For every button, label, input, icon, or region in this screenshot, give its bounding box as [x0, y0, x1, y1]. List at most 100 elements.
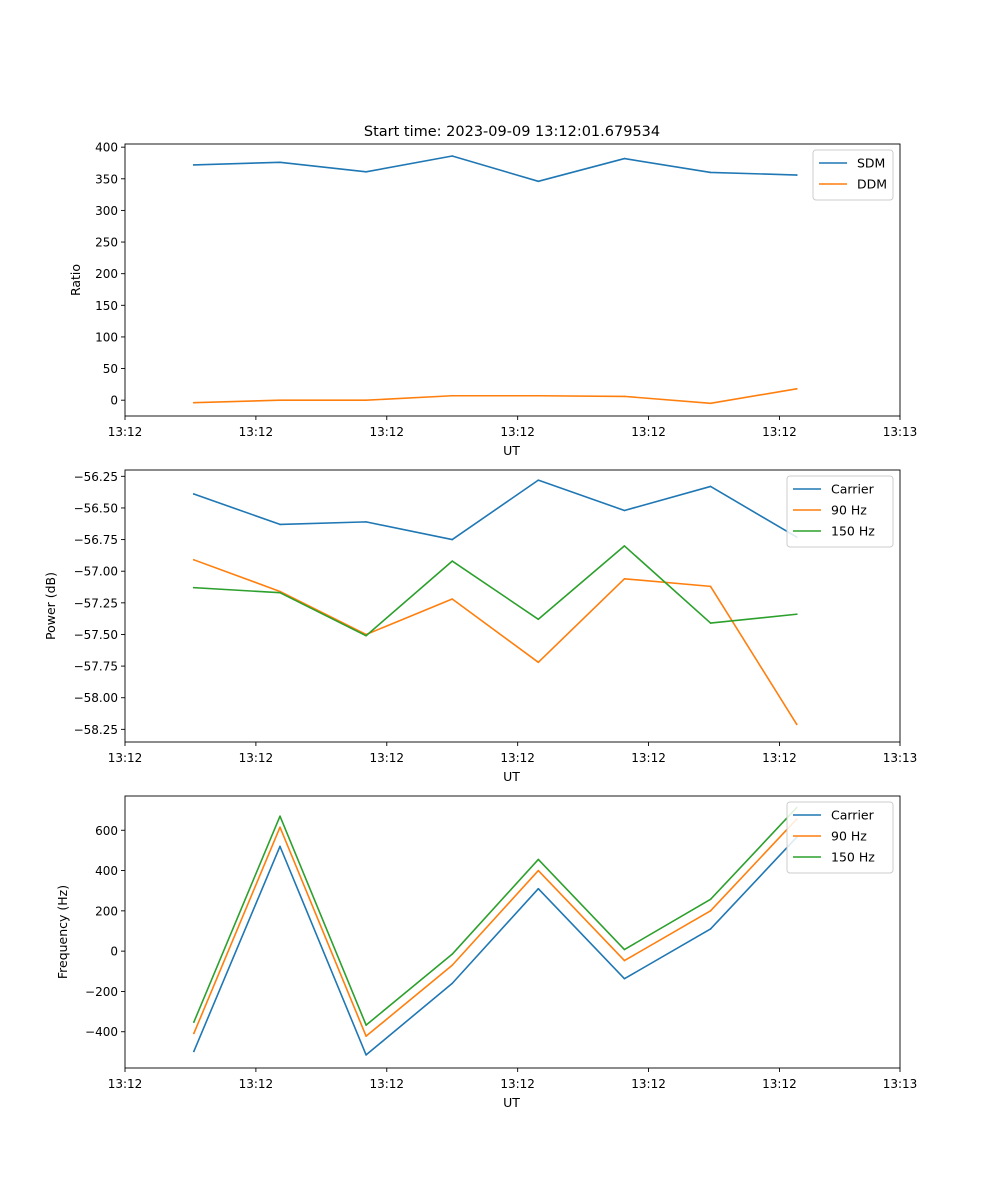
legend-label: 150 Hz	[831, 524, 875, 539]
x-tick-label: 13:13	[883, 1077, 918, 1091]
legend-label: Carrier	[831, 808, 875, 823]
x-tick-label: 13:12	[631, 1077, 666, 1091]
legend-box	[786, 801, 894, 874]
data-point	[623, 157, 626, 160]
series-group	[192, 806, 798, 1056]
y-tick-label: 50	[103, 362, 118, 376]
data-point	[193, 164, 195, 166]
x-tick-label: 13:13	[883, 751, 918, 765]
figure-title: Start time: 2023-09-09 13:12:01.679534	[364, 124, 660, 140]
data-point	[537, 618, 540, 621]
data-point	[279, 399, 281, 401]
y-tick-label: −58.25	[74, 723, 118, 737]
data-point	[709, 585, 712, 588]
y-tick-label: 300	[95, 204, 118, 218]
axes-frame	[124, 795, 901, 1069]
data-point	[623, 578, 626, 580]
x-tick-label: 13:12	[239, 425, 274, 439]
y-tick-label: 0	[110, 394, 118, 408]
data-point	[451, 982, 454, 985]
data-point	[537, 661, 540, 664]
data-point	[451, 560, 454, 562]
x-tick-label: 13:12	[631, 425, 666, 439]
y-tick-label: 150	[95, 299, 118, 313]
legend-label: 90 Hz	[831, 829, 867, 844]
data-point	[623, 395, 626, 398]
data-point	[279, 590, 281, 593]
y-tick-label: −57.50	[74, 628, 118, 642]
data-point	[365, 399, 367, 401]
data-point	[537, 479, 540, 481]
legend-label: Carrier	[831, 482, 875, 497]
chart-3: 13:12 13:12 13:12 13:12 13:12 13:12 13:13 −400 −…	[55, 795, 918, 1110]
y-tick-label: −56.50	[74, 501, 118, 515]
series-line-90-hz	[192, 818, 798, 1037]
data-point	[537, 858, 540, 861]
y-tick-label: −56.75	[74, 533, 118, 547]
series-line-ddm	[193, 387, 798, 405]
x-tick-label: 13:12	[631, 751, 666, 765]
data-point	[279, 591, 281, 594]
chart-1: 13:12 13:12 13:12 13:12 13:12 13:12 13:13 0 50 10…	[68, 141, 917, 458]
data-point	[279, 845, 281, 848]
series-group	[192, 479, 798, 726]
series-line-carrier	[192, 479, 798, 541]
y-tick-label: −400	[85, 1025, 118, 1039]
data-point	[623, 977, 626, 980]
data-point	[709, 910, 712, 912]
x-tick-label: 13:12	[369, 751, 404, 765]
data-point	[623, 545, 626, 547]
y-axis-label: Power (dB)	[43, 572, 58, 640]
data-point	[795, 388, 798, 390]
data-point	[709, 928, 712, 930]
legend: Carrier 90 Hz 150 Hz	[786, 801, 894, 874]
series-line-sdm	[193, 155, 798, 183]
data-point	[537, 869, 540, 872]
y-tick-label: 400	[95, 141, 118, 155]
x-tick-label: 13:12	[762, 751, 797, 765]
legend-box	[786, 475, 894, 548]
data-point	[193, 559, 195, 561]
data-point	[193, 586, 195, 589]
data-point	[365, 521, 367, 523]
y-tick-label: 250	[95, 236, 118, 250]
data-point	[537, 394, 540, 397]
x-axis-label: UT	[503, 769, 520, 784]
legend: Carrier 90 Hz 150 Hz	[786, 475, 894, 548]
data-point	[193, 1050, 195, 1053]
x-axis-label: UT	[503, 1095, 520, 1110]
data-point	[537, 887, 540, 890]
x-axis-label: UT	[503, 443, 520, 458]
data-point	[365, 1035, 367, 1037]
x-tick-label: 13:12	[369, 425, 404, 439]
data-point	[623, 959, 626, 962]
y-tick-label: 0	[110, 945, 118, 959]
y-tick-label: −56.25	[74, 470, 118, 484]
y-tick-label: −200	[85, 985, 118, 999]
data-point	[193, 1021, 195, 1023]
plots: 13:12 13:12 13:12 13:12 13:12 13:12 13:13 0 50 10…	[43, 141, 917, 1110]
x-tick-label: 13:12	[239, 1077, 274, 1091]
data-point	[795, 723, 798, 726]
y-axis-label: Frequency (Hz)	[55, 885, 70, 979]
x-tick-label: 13:12	[108, 751, 143, 765]
data-point	[795, 613, 798, 616]
y-tick-label: −57.25	[74, 596, 118, 610]
x-tick-label: 13:12	[108, 425, 143, 439]
data-point	[451, 598, 454, 600]
data-point	[193, 493, 195, 495]
y-tick-label: −58.00	[74, 691, 118, 705]
data-point	[193, 1032, 195, 1035]
data-point	[451, 394, 454, 397]
legend-label: 150 Hz	[831, 850, 875, 865]
data-point	[279, 161, 281, 164]
y-tick-label: 200	[95, 267, 118, 281]
x-tick-label: 13:12	[108, 1077, 143, 1091]
x-tick-label: 13:12	[500, 1077, 535, 1091]
data-point	[709, 622, 712, 624]
data-point	[365, 1024, 367, 1026]
x-tick-label: 13:12	[239, 751, 274, 765]
data-point	[795, 174, 798, 176]
data-point	[451, 953, 454, 955]
